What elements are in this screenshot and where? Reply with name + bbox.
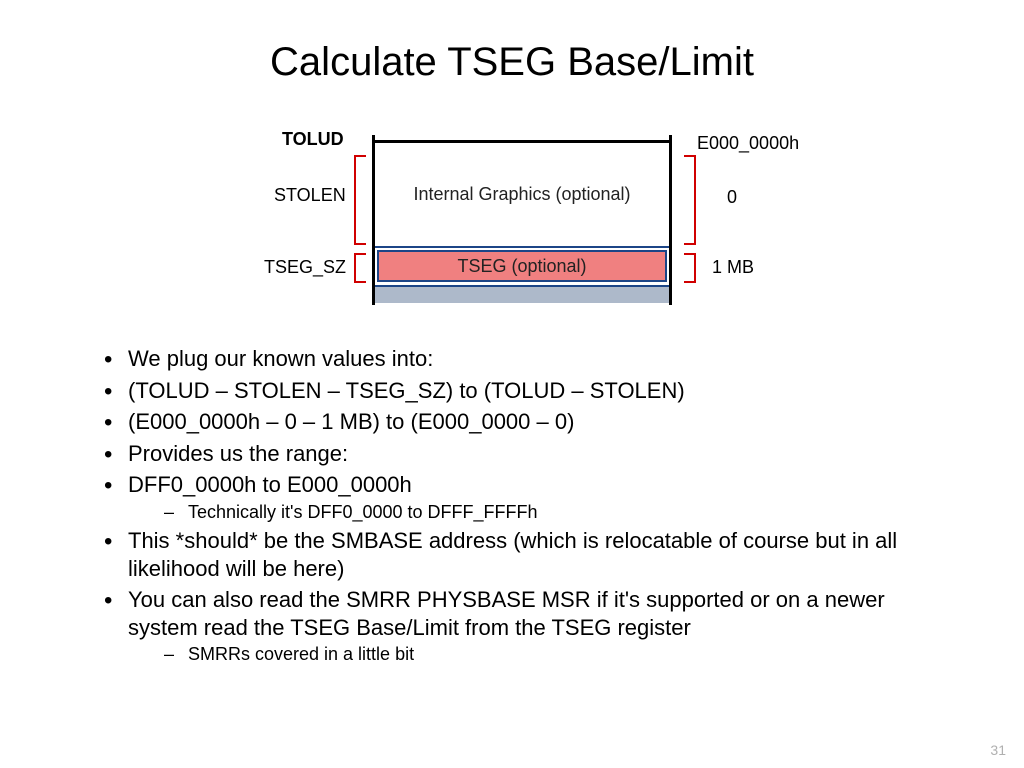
bullet-item: Provides us the range: (100, 440, 924, 468)
bullet-item: (E000_0000h – 0 – 1 MB) to (E000_0000 – … (100, 408, 924, 436)
label-1mb: 1 MB (712, 257, 754, 278)
bullet-item: We plug our known values into: (100, 345, 924, 373)
bracket-left-stolen (354, 155, 366, 245)
bullet-item: DFF0_0000h to E000_0000hTechnically it's… (100, 471, 924, 523)
label-zero: 0 (727, 187, 737, 208)
bullet-item: You can also read the SMRR PHYSBASE MSR … (100, 586, 924, 666)
label-tolud: TOLUD (282, 129, 344, 150)
sub-bullet-list: SMRRs covered in a little bit (164, 643, 924, 666)
sub-bullet-item: SMRRs covered in a little bit (164, 643, 924, 666)
bracket-left-tseg (354, 253, 366, 283)
slide-title: Calculate TSEG Base/Limit (60, 40, 964, 85)
label-e000: E000_0000h (697, 133, 799, 154)
bullet-content: We plug our known values into: (TOLUD – S… (60, 345, 964, 666)
bullet-item: (TOLUD – STOLEN – TSEG_SZ) to (TOLUD – S… (100, 377, 924, 405)
bracket-right-tseg (684, 253, 696, 283)
memory-diagram: Internal Graphics (optional) TSEG (optio… (192, 115, 832, 325)
label-tseg-sz: TSEG_SZ (264, 257, 346, 278)
page-number: 31 (990, 742, 1006, 758)
bullet-list: We plug our known values into: (TOLUD – S… (100, 345, 924, 666)
bracket-right-stolen (684, 155, 696, 245)
region-bottom-fill (375, 285, 669, 303)
slide: Calculate TSEG Base/Limit Internal Graph… (0, 0, 1024, 768)
sub-bullet-list: Technically it's DFF0_0000 to DFFF_FFFFh (164, 501, 924, 524)
bullet-item: This *should* be the SMBASE address (whi… (100, 527, 924, 582)
region-tseg: TSEG (optional) (377, 250, 667, 282)
label-stolen: STOLEN (274, 185, 346, 206)
region-internal-graphics: Internal Graphics (optional) (375, 143, 669, 248)
sub-bullet-item: Technically it's DFF0_0000 to DFFF_FFFFh (164, 501, 924, 524)
